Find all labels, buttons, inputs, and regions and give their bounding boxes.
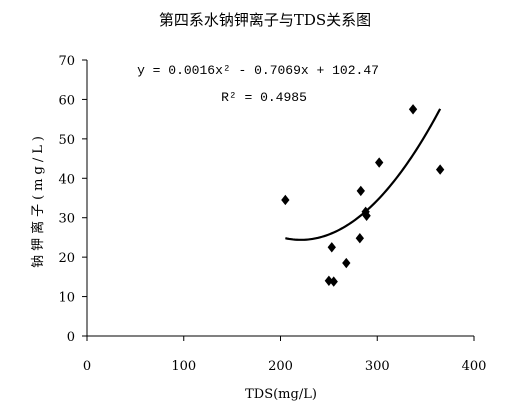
trendline — [285, 108, 442, 241]
data-points — [281, 104, 445, 287]
x-axis-label: TDS(mg/L) — [245, 387, 317, 402]
y-tick-label: 40 — [58, 172, 75, 187]
data-point — [408, 104, 418, 115]
trendline-group — [285, 108, 442, 241]
x-tick-label: 200 — [268, 359, 293, 374]
x-tick-label: 300 — [365, 359, 390, 374]
data-point — [281, 194, 290, 206]
y-axis-ticks: 0 10 20 30 40 50 60 70 — [58, 54, 87, 345]
trendline-equation: y = 0.0016x² - 0.7069x + 102.47 — [137, 63, 379, 78]
data-point — [362, 210, 371, 221]
data-point — [356, 185, 365, 197]
y-tick-label: 10 — [58, 291, 75, 306]
y-tick-label: 0 — [67, 330, 75, 345]
y-tick-label: 60 — [58, 93, 75, 108]
data-point — [342, 257, 351, 269]
y-tick-label: 20 — [58, 251, 75, 266]
x-axis-ticks: 0 100 200 300 400 — [83, 336, 487, 374]
y-axis-label: 钠钾离子(mg/L) — [30, 132, 46, 268]
data-point — [435, 164, 445, 175]
data-point — [375, 157, 384, 168]
x-tick-label: 400 — [462, 359, 487, 374]
data-point — [324, 275, 334, 286]
x-tick-label: 100 — [171, 359, 196, 374]
data-point — [355, 233, 364, 244]
r-squared-label: R² = 0.4985 — [221, 90, 307, 105]
y-tick-label: 70 — [58, 54, 75, 69]
data-point — [327, 242, 336, 253]
y-tick-label: 30 — [58, 212, 75, 227]
chart-title: 第四系水钠钾离子与TDS关系图 — [159, 11, 371, 29]
y-tick-label: 50 — [58, 133, 75, 148]
x-tick-label: 0 — [83, 359, 91, 374]
data-point — [329, 276, 338, 287]
